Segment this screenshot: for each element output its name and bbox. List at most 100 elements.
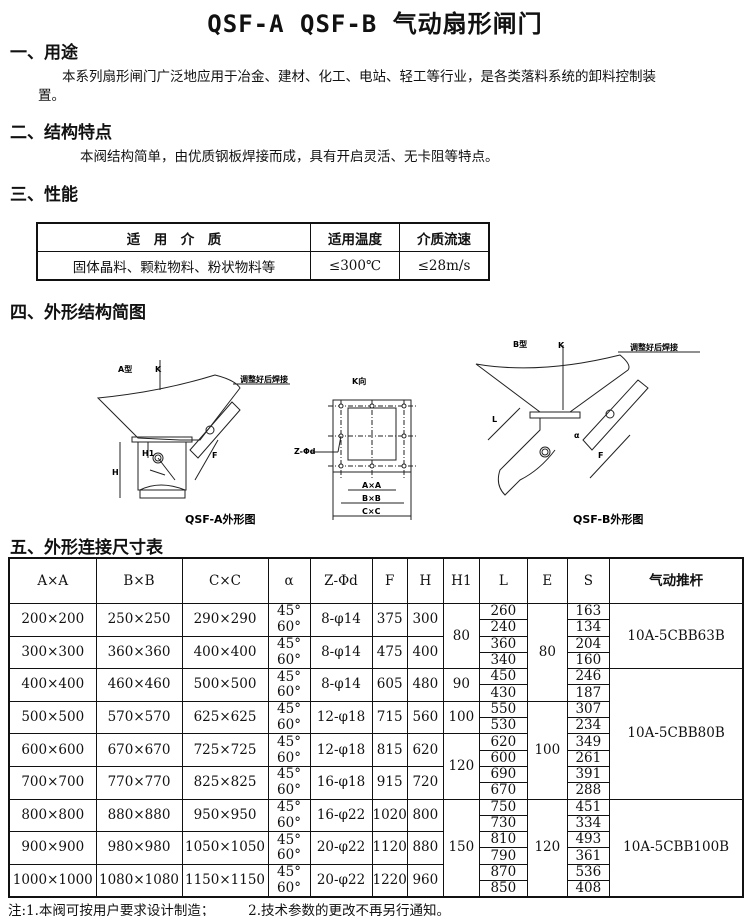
cell-l: 530 [478, 717, 528, 735]
cell-alpha: 45° [267, 831, 311, 848]
figa-h-label: H [112, 468, 119, 477]
table-row: 600×600 670×670 725×725 45° 12-φ18 815 620 120 6… [8, 733, 743, 800]
cell-h1: 100 [442, 700, 480, 735]
cell-alpha: 60° [267, 620, 311, 637]
perf-header-speed: 介质流速 [399, 222, 490, 252]
cell-alpha: 60° [267, 685, 311, 702]
cell-s: 334 [566, 814, 610, 833]
cell-bxb: 250×250 [95, 603, 183, 637]
cell-alpha: 60° [267, 848, 311, 865]
cell-alpha: 60° [267, 881, 311, 898]
table-row: 60° 850 408 [9, 880, 743, 898]
dimension-table: A×A B×B C×C α Z-Φd F H H1 L E S 气动推杆 200×200 250×250 2… [8, 557, 745, 899]
table-row: 900×900 980×980 1050×1050 45° 20-φ22 1120 880 8… [8, 831, 743, 865]
cell-h: 300 [406, 603, 444, 637]
cell-h: 400 [406, 635, 444, 670]
cell-h1: 80 [442, 602, 480, 670]
column-header: E [526, 557, 568, 604]
cell-z-phi-d: 12-φ18 [309, 733, 373, 767]
cell-h1: 90 [442, 668, 480, 702]
cell-l: 850 [478, 880, 528, 898]
cell-s: 493 [566, 831, 610, 849]
figb-type-label: B型 [513, 339, 527, 349]
table-row: 60° 430 187 [9, 684, 743, 702]
cell-l: 340 [478, 651, 528, 670]
column-header: F [371, 557, 408, 604]
footnote: 注:1.本阀可按用户要求设计制造； 2.技术参数的更改不再另行通知。 [8, 903, 451, 916]
cell-h: 560 [406, 700, 444, 735]
cell-s: 391 [566, 765, 610, 784]
k-view-cx-label: C×C [362, 507, 381, 516]
cell-l: 810 [478, 831, 528, 849]
table-row: 1000×1000 1080×1080 1150×1150 45° 20-φ22 1220… [8, 863, 743, 898]
cell-l: 690 [478, 765, 528, 784]
column-header: H1 [442, 557, 480, 604]
cell-f: 915 [371, 765, 408, 800]
column-header: S [566, 557, 610, 604]
cell-z-phi-d: 16-φ22 [309, 798, 373, 833]
section-4-heading: 四、外形结构简图 [10, 303, 146, 323]
column-header: L [478, 557, 528, 604]
cell-h: 720 [406, 765, 444, 800]
k-view-zd-label: Z-Φd [294, 447, 316, 456]
cell-alpha: 60° [267, 783, 311, 800]
figb-caption: QSF-B外形图 [573, 512, 643, 526]
cell-s: 536 [566, 863, 610, 882]
cell-h1: 120 [442, 733, 480, 800]
cell-s: 307 [566, 700, 610, 719]
figa-k-label: K [155, 365, 162, 374]
cell-cxc: 825×825 [181, 765, 269, 800]
cell-l: 870 [478, 863, 528, 882]
table-row: 60° 600 261 [9, 749, 743, 767]
cell-s: 408 [566, 880, 610, 898]
cell-s: 204 [566, 635, 610, 653]
figb-alpha-label: α [574, 431, 580, 440]
table-row: 700×700 770×770 825×825 45° 16-φ18 915 720 690 3… [8, 765, 743, 800]
cell-axa: 500×500 [8, 700, 97, 735]
cell-s: 187 [566, 684, 610, 702]
cell-bxb: 880×880 [95, 798, 183, 833]
cell-h: 960 [406, 863, 444, 898]
cell-f: 605 [371, 668, 408, 702]
table-row: 200×200 250×250 290×290 45° 8-φ14 375 300 80 260… [8, 602, 744, 702]
outline-drawings: A型 K 调整好后焊接 H H1 F QSF-A外形图 K向 Z-Φd A×A … [96, 339, 700, 526]
cell-pneumatic-pusher: 10A-5CBB63B [608, 602, 744, 670]
cell-axa: 300×300 [8, 635, 97, 670]
cell-z-phi-d: 16-φ18 [309, 765, 373, 800]
figb-l-label: L [492, 415, 497, 424]
cell-alpha: 60° [267, 815, 311, 833]
cell-f: 1020 [371, 798, 408, 833]
section-1-heading: 一、用途 [10, 43, 78, 63]
section-1-text: 本系列扇形闸门广泛地应用于冶金、建材、化工、电站、轻工等行业，是各类落料系统的卸… [62, 69, 656, 85]
cell-l: 600 [478, 749, 528, 767]
k-view-title: K向 [352, 376, 366, 386]
figb-k-label: K [558, 341, 565, 350]
figa-f-label: F [212, 451, 217, 460]
cell-bxb: 570×570 [95, 700, 183, 735]
cell-l: 730 [478, 814, 528, 833]
cell-f: 1120 [371, 831, 408, 865]
cell-z-phi-d: 8-φ14 [309, 635, 373, 670]
cell-bxb: 360×360 [95, 635, 183, 670]
cell-alpha: 45° [267, 798, 311, 816]
cell-axa: 700×700 [8, 765, 97, 800]
cell-s: 361 [566, 847, 610, 865]
cell-l: 240 [478, 619, 528, 637]
cell-s: 234 [566, 717, 610, 735]
cell-h: 800 [406, 798, 444, 833]
cell-f: 1220 [371, 863, 408, 898]
section-1-text-cont: 置。 [38, 88, 65, 104]
cell-cxc: 500×500 [181, 668, 269, 702]
cell-f: 475 [371, 635, 408, 670]
perf-temp: ≤300℃ [310, 251, 400, 281]
figb-f-label: F [598, 451, 603, 460]
cell-axa: 800×800 [8, 798, 97, 833]
cell-e: 80 [526, 603, 568, 702]
cell-axa: 600×600 [8, 733, 97, 767]
cell-alpha: 45° [267, 602, 311, 620]
k-view-ax-label: A×A [362, 481, 382, 490]
column-header: A×A [8, 557, 97, 604]
cell-h: 880 [406, 831, 444, 865]
column-header: H [406, 557, 444, 604]
